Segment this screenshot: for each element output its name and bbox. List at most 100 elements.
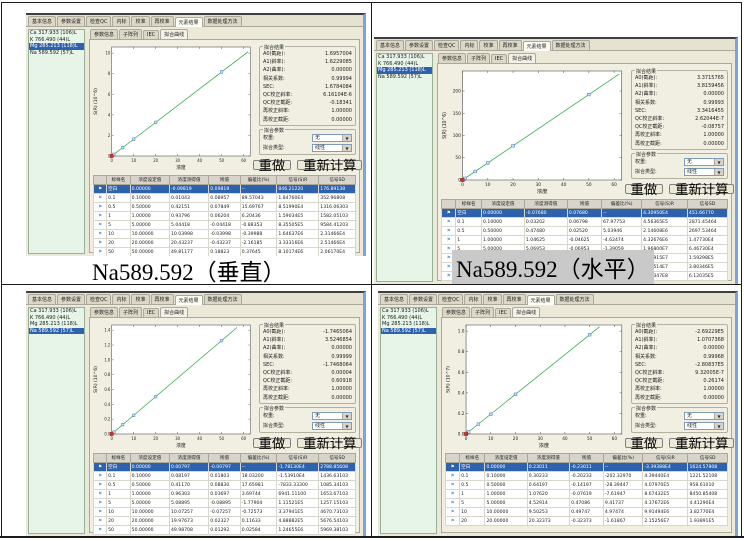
- main-tab-3[interactable]: 内标: [464, 294, 483, 304]
- element-item-2[interactable]: Mg 285.213 (118)L: [29, 43, 84, 50]
- redo-button[interactable]: 重做: [252, 437, 292, 450]
- table-row[interactable]: ⚑ 5 5.00000 5.04418 -0.04418 -0.88353 8.35505E…: [92, 220, 356, 230]
- table-row[interactable]: ⚑ 0.5 0.50000 0.64197 -0.14197 -28.39447 4.079…: [444, 480, 728, 490]
- flag-icon[interactable]: ⚑: [444, 489, 461, 499]
- flag-icon[interactable]: ⚑: [92, 480, 108, 490]
- flag-icon[interactable]: ⚑: [92, 498, 108, 508]
- standard-point[interactable]: [466, 430, 471, 434]
- standard-point[interactable]: [132, 137, 136, 141]
- standard-point[interactable]: [473, 169, 477, 174]
- main-tab-0[interactable]: 基本信息: [28, 16, 57, 26]
- fit-type-select[interactable]: 线性 ▼: [684, 167, 724, 176]
- sub-tab-3[interactable]: 拟合曲线: [508, 53, 537, 63]
- table-row[interactable]: ⚑ 0.5 0.50000 0.42151 0.07849 15.69767 8.51990…: [92, 202, 356, 212]
- weight-select[interactable]: 无 ▼: [684, 411, 724, 420]
- sub-tab-0[interactable]: 参数信息: [438, 53, 467, 63]
- weight-select[interactable]: 无 ▼: [312, 133, 352, 142]
- chevron-down-icon[interactable]: ▼: [714, 422, 723, 429]
- flag-icon[interactable]: ⚑: [92, 525, 108, 535]
- standard-point[interactable]: [220, 338, 224, 343]
- main-tab-5[interactable]: 再校准: [150, 16, 174, 26]
- table-row[interactable]: ⚑ 5 5.00000 5.06953 -0.06953 -1.39059 1.96800E…: [440, 244, 729, 254]
- standard-point[interactable]: [513, 392, 518, 396]
- chevron-down-icon[interactable]: ▼: [342, 422, 351, 429]
- main-tab-0[interactable]: 基本信息: [380, 294, 409, 304]
- blank-point[interactable]: [460, 178, 465, 182]
- element-item-1[interactable]: K 766.490 (44)L: [382, 314, 423, 321]
- main-tab-6[interactable]: 元素结果: [526, 295, 555, 305]
- flag-icon[interactable]: ⚑: [92, 202, 108, 212]
- fit-type-select[interactable]: 线性 ▼: [684, 421, 724, 430]
- standard-point[interactable]: [489, 412, 493, 416]
- table-row[interactable]: ⚑ 0.5 0.50000 0.41170 0.08830 17.65981 -7833.3…: [92, 480, 356, 490]
- main-tab-6[interactable]: 元素结果: [174, 295, 203, 305]
- table-row[interactable]: ⚑ 0.5 0.50000 0.47480 0.02520 5.03946 2.14608E…: [440, 226, 729, 236]
- flag-icon[interactable]: ⚑: [444, 507, 461, 517]
- standard-point[interactable]: [587, 92, 591, 97]
- table-row[interactable]: ⚑ 20 20.00000 19.97673 0.02327 0.11633 4.88882…: [92, 516, 356, 526]
- main-tab-4[interactable]: 校准: [483, 294, 502, 304]
- element-item-0[interactable]: Ca 317.933 (106)L: [378, 54, 425, 60]
- flag-icon[interactable]: ⚑: [92, 220, 108, 230]
- fit-type-select[interactable]: 线性 ▼: [312, 421, 352, 430]
- table-row[interactable]: ⚑ 20 20.00000 20.43237 -0.43237 -2.16185 3.333…: [92, 238, 356, 248]
- main-tab-4[interactable]: 校准: [131, 294, 150, 304]
- flag-icon[interactable]: ⚑: [440, 217, 457, 227]
- flag-icon[interactable]: ⚑: [92, 247, 108, 256]
- redo-button[interactable]: 重做: [624, 437, 664, 450]
- table-row[interactable]: ⚑ 50 50.00000 49.98708 0.01292 0.02584 1.24655…: [92, 525, 356, 535]
- element-item-2[interactable]: Mg 285.213 (118)L: [382, 321, 430, 328]
- weight-select[interactable]: 无 ▼: [312, 411, 352, 420]
- recalculate-button[interactable]: 重新计算: [297, 437, 363, 450]
- redo-button[interactable]: 重做: [624, 183, 664, 196]
- flag-icon[interactable]: ⚑: [444, 480, 461, 490]
- table-row[interactable]: ⚑ 空白 0.00000 0.00797 -0.00797 -- -1.78130E4 278…: [92, 462, 356, 472]
- table-row[interactable]: ⚑ 0.1 0.10000 0.08197 0.01803 18.03200 -1.5391…: [92, 471, 356, 481]
- flag-icon[interactable]: ⚑: [444, 462, 461, 472]
- weight-select[interactable]: 无 ▼: [684, 157, 724, 166]
- blank-point[interactable]: [464, 432, 468, 436]
- main-tab-7[interactable]: 数据处理方法: [551, 40, 590, 50]
- table-row[interactable]: ⚑ 空白 0.00000 -0.07680 0.07680 -- 4.30950E4 451.…: [440, 208, 729, 218]
- standard-point[interactable]: [154, 120, 158, 124]
- main-tab-7[interactable]: 数据处理方法: [203, 16, 242, 26]
- table-row[interactable]: ⚑ 空白 0.00000 -0.09819 0.09819 -- 846.21220 176.…: [92, 184, 356, 194]
- standard-point[interactable]: [220, 70, 224, 74]
- standard-point[interactable]: [476, 422, 481, 426]
- sub-tab-3[interactable]: 拟合曲线: [160, 29, 189, 39]
- element-item-2[interactable]: Mg 285.213 (118)L: [377, 67, 432, 74]
- main-tab-6[interactable]: 元素结果: [522, 41, 551, 51]
- main-tab-2[interactable]: 检查QC: [438, 294, 464, 304]
- blank-point[interactable]: [110, 154, 114, 158]
- table-row[interactable]: ⚑ 0.1 0.10000 0.30233 -0.20233 -202.32970 4.39…: [444, 471, 728, 481]
- flag-icon[interactable]: ⚑: [440, 208, 457, 218]
- main-tab-1[interactable]: 参数设置: [57, 294, 86, 304]
- main-tab-2[interactable]: 检查QC: [86, 16, 112, 26]
- main-tab-1[interactable]: 参数设置: [57, 16, 86, 26]
- sub-tab-3[interactable]: 拟合曲线: [512, 307, 541, 317]
- main-tab-0[interactable]: 基本信息: [376, 40, 405, 50]
- flag-icon[interactable]: ⚑: [92, 229, 108, 239]
- table-row[interactable]: ⚑ 1 1.00000 0.93796 0.06204 6.20436 1.59034E5 1…: [92, 211, 356, 221]
- chevron-down-icon[interactable]: ▼: [342, 134, 351, 141]
- element-item-3[interactable]: Na 589.592 (57)L: [381, 327, 436, 335]
- sub-tab-2[interactable]: IEC: [143, 30, 160, 39]
- main-tab-5[interactable]: 再校准: [502, 294, 526, 304]
- sub-tab-1[interactable]: 子阵列: [471, 307, 495, 317]
- element-item-3[interactable]: Na 589.592 (57)L: [30, 49, 74, 56]
- element-item-1[interactable]: K 766.490 (44)L: [378, 60, 419, 67]
- table-row[interactable]: ⚑ 1 1.00000 1.04625 -0.04625 -4.62474 4.32676E…: [440, 235, 729, 245]
- standard-point[interactable]: [121, 423, 125, 427]
- table-row[interactable]: ⚑ 0.1 0.10000 0.03202 0.06798 67.97753 4.56365…: [440, 217, 729, 227]
- standard-point[interactable]: [154, 395, 158, 399]
- flag-icon[interactable]: ⚑: [92, 238, 108, 248]
- recalculate-button[interactable]: 重新计算: [669, 183, 735, 196]
- sub-tab-2[interactable]: IEC: [143, 308, 160, 317]
- element-item-1[interactable]: K 766.490 (44)L: [30, 36, 71, 43]
- chevron-down-icon[interactable]: ▼: [342, 412, 351, 419]
- chevron-down-icon[interactable]: ▼: [714, 412, 723, 419]
- sub-tab-0[interactable]: 参数信息: [442, 307, 471, 317]
- chevron-down-icon[interactable]: ▼: [342, 144, 351, 151]
- recalculate-button[interactable]: 重新计算: [297, 159, 363, 172]
- element-item-3[interactable]: Na 589.592 (57)L: [378, 73, 422, 80]
